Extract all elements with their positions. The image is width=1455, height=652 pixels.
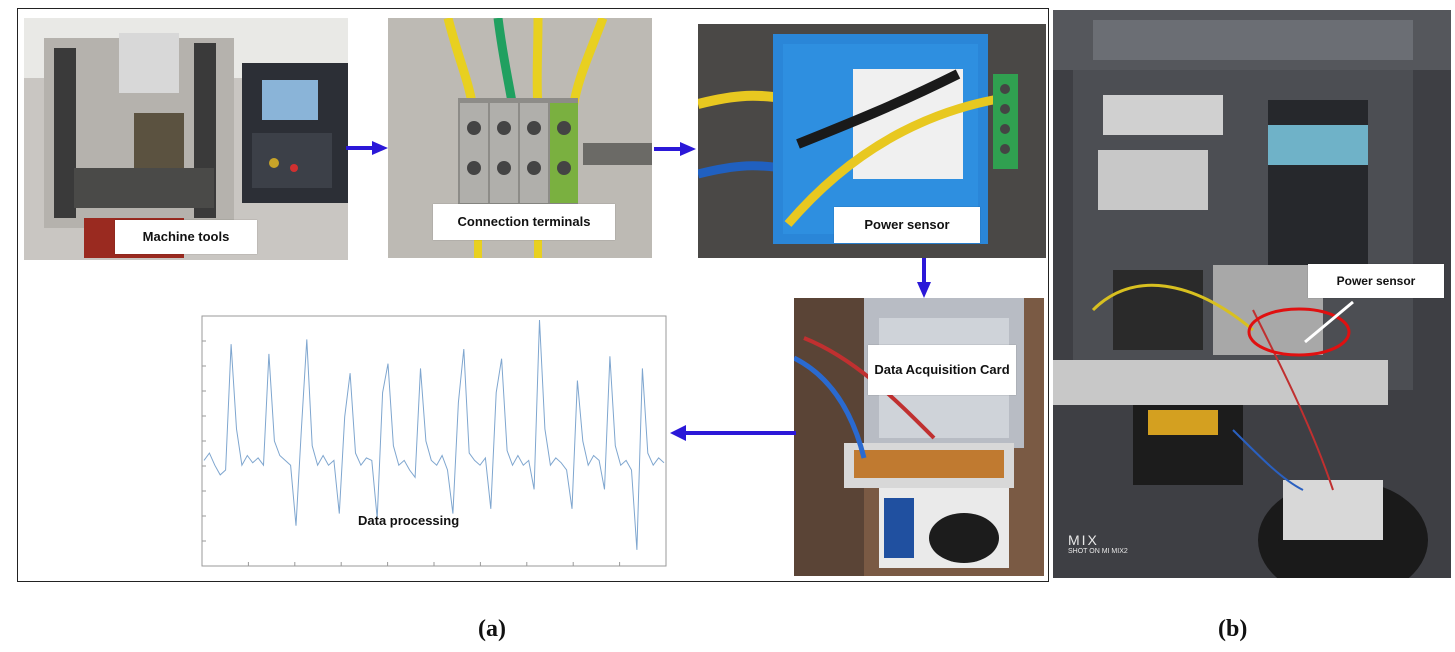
- arrow-left: [670, 424, 796, 442]
- power-sensor-label-a: Power sensor: [834, 207, 980, 243]
- watermark-shot-on: SHOT ON MI MIX2: [1068, 548, 1128, 555]
- arrow-right-2: [654, 141, 696, 157]
- machine-tools-label: Machine tools: [115, 220, 257, 254]
- power-sensor-label-b: Power sensor: [1308, 264, 1444, 298]
- power-sensor-photo: [698, 24, 1046, 258]
- data-processing-label: Data processing: [358, 513, 460, 528]
- cabinet-photo: [1053, 10, 1451, 578]
- daq-card-label: Data Acquisition Card: [868, 345, 1016, 395]
- caption-b: (b): [1218, 616, 1248, 642]
- data-processing-chart: Data processing: [186, 312, 672, 574]
- panel-a-frame: [17, 8, 1049, 582]
- signal-series-line: [203, 319, 665, 550]
- camera-watermark: MIX SHOT ON MI MIX2: [1068, 532, 1128, 555]
- connection-terminals-label: Connection terminals: [433, 204, 615, 240]
- caption-a: (a): [478, 616, 506, 642]
- arrow-down: [916, 258, 932, 298]
- watermark-mix: MIX: [1068, 532, 1099, 548]
- daq-card-photo: [794, 298, 1044, 576]
- arrow-right-1: [346, 140, 388, 156]
- machine-tools-photo: [24, 18, 348, 260]
